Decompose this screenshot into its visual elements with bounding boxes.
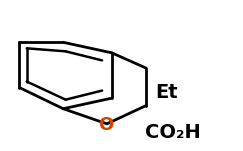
Text: O: O — [98, 116, 113, 134]
Text: CO₂H: CO₂H — [145, 123, 200, 142]
Text: Et: Et — [156, 83, 178, 102]
